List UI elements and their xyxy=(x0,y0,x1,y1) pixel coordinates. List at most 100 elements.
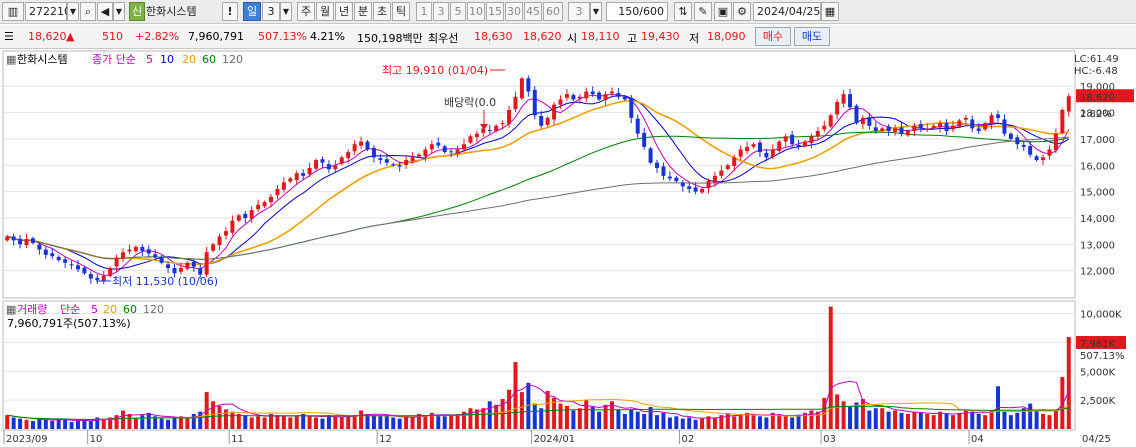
candle xyxy=(790,134,795,145)
minute-10[interactable]: 10 xyxy=(467,2,485,21)
tab-week[interactable]: 주 xyxy=(297,2,315,21)
volume-bar xyxy=(178,416,183,429)
best-ask: 18,630 xyxy=(474,30,513,43)
speaker-icon[interactable]: ◀ xyxy=(97,2,113,21)
volume-bar xyxy=(211,401,216,429)
volume-bar xyxy=(449,415,454,429)
volume-bar xyxy=(269,413,273,429)
minute-input[interactable]: 3 xyxy=(568,2,590,21)
sell-button[interactable]: 매도 xyxy=(794,27,830,46)
volume-bar xyxy=(95,417,100,429)
volume-bar xyxy=(1002,411,1007,429)
volume-legend-grid-icon: ▦ xyxy=(6,303,16,316)
volume-bar xyxy=(198,411,203,429)
price-change-pct: +2.82% xyxy=(135,30,180,43)
candle xyxy=(30,238,35,243)
tab-month[interactable]: 월 xyxy=(316,2,334,21)
minute-dropdown-icon[interactable]: ▼ xyxy=(590,2,602,21)
candle xyxy=(854,105,859,124)
volume-bar xyxy=(243,415,248,429)
x-tick-label: 04 xyxy=(971,434,984,445)
view-count-input[interactable]: 150/600 xyxy=(606,2,668,21)
volume-bar xyxy=(674,416,679,429)
volume-ma60-line xyxy=(7,405,1069,421)
minute-1[interactable]: 1 xyxy=(416,2,432,21)
gear-icon[interactable]: ⚙ xyxy=(733,2,751,21)
volume-bar xyxy=(18,418,23,429)
toolbar: ▥ 272210 ▼ ⌕ ◀ ▼ 신 한화시스템 ! 일 3 ▼ 주 월 년 분… xyxy=(0,0,1136,24)
volume-bar xyxy=(950,415,955,429)
period-dropdown-icon[interactable]: ▼ xyxy=(280,2,292,21)
volume-bar xyxy=(384,416,389,429)
candle xyxy=(931,125,936,128)
candle xyxy=(835,102,840,115)
volume-bar xyxy=(1053,410,1058,429)
code-dropdown-icon[interactable]: ▼ xyxy=(67,2,79,21)
drawing-tool-icon[interactable]: ✎ xyxy=(694,2,712,21)
calendar-icon[interactable]: ▦ xyxy=(821,2,839,21)
minute-30[interactable]: 30 xyxy=(505,2,523,21)
volume-tick-label: 5,000K xyxy=(1080,367,1116,378)
candle xyxy=(494,125,499,132)
minute-3[interactable]: 3 xyxy=(433,2,449,21)
minute-60[interactable]: 60 xyxy=(543,2,563,21)
candle xyxy=(211,244,216,251)
buy-button[interactable]: 매수 xyxy=(755,27,791,46)
volume-bar xyxy=(494,404,499,429)
x-tick-label: 12 xyxy=(379,434,392,445)
minute-45[interactable]: 45 xyxy=(524,2,542,21)
candle xyxy=(513,96,518,110)
volume-ratio: 507.13% xyxy=(258,30,307,43)
candle xyxy=(378,158,383,161)
tab-tick[interactable]: 틱 xyxy=(392,2,410,21)
x-tick-label: 2023/09 xyxy=(6,434,48,445)
speaker-dropdown-icon[interactable]: ▼ xyxy=(113,2,125,21)
minute-15[interactable]: 15 xyxy=(486,2,504,21)
volume-bar xyxy=(294,416,299,429)
volume-bar xyxy=(140,415,145,429)
tab-minute[interactable]: 분 xyxy=(354,2,372,21)
stock-code-input[interactable]: 272210 xyxy=(25,2,71,21)
candle xyxy=(1053,133,1058,151)
candle xyxy=(262,202,267,207)
volume-bar xyxy=(121,410,126,429)
candle xyxy=(609,91,614,94)
candle xyxy=(114,257,119,267)
tab-day[interactable]: 일 xyxy=(243,2,261,21)
volume-bar xyxy=(539,408,544,429)
trade-amount: 150,198백만 xyxy=(357,32,423,45)
price-legend-title: 한화시스템 xyxy=(17,53,68,66)
save-icon[interactable]: ▣ xyxy=(714,2,732,21)
volume-pane xyxy=(2,300,1076,431)
search-icon[interactable]: ⌕ xyxy=(80,2,96,21)
candle xyxy=(82,267,87,274)
tab-second[interactable]: 초 xyxy=(373,2,391,21)
period-number[interactable]: 3 xyxy=(262,2,280,21)
date-input[interactable]: 2024/04/25 xyxy=(753,2,821,21)
volume-bar xyxy=(346,416,351,429)
volume-bar xyxy=(983,415,988,429)
volume-legend-ma120: 120 xyxy=(143,303,164,316)
tab-year[interactable]: 년 xyxy=(335,2,353,21)
candle xyxy=(146,249,151,254)
volume: 7,960,791 xyxy=(188,30,244,43)
price-chart[interactable]: 12,000 13,000 14,000 15,000 16,000 17,000 18,0… xyxy=(0,50,1136,445)
candle xyxy=(899,127,904,134)
volume-bar xyxy=(860,398,865,429)
chart-type-icon[interactable]: ⇅ xyxy=(674,2,692,21)
candle xyxy=(1021,144,1026,147)
candle xyxy=(185,262,190,269)
alert-button[interactable]: ! xyxy=(222,2,238,21)
chart-menu-icon[interactable]: ▥ xyxy=(2,2,24,21)
volume-bar xyxy=(1041,413,1046,429)
volume-bar xyxy=(564,405,569,429)
volume-bar xyxy=(75,420,80,429)
volume-bar xyxy=(777,413,782,429)
candle xyxy=(661,166,666,176)
volume-bar xyxy=(37,418,42,429)
volume-bar xyxy=(558,403,563,429)
candle xyxy=(860,117,865,124)
minute-5[interactable]: 5 xyxy=(450,2,466,21)
quote-menu-icon[interactable]: ☰ xyxy=(4,30,14,43)
volume-bar xyxy=(925,413,930,429)
